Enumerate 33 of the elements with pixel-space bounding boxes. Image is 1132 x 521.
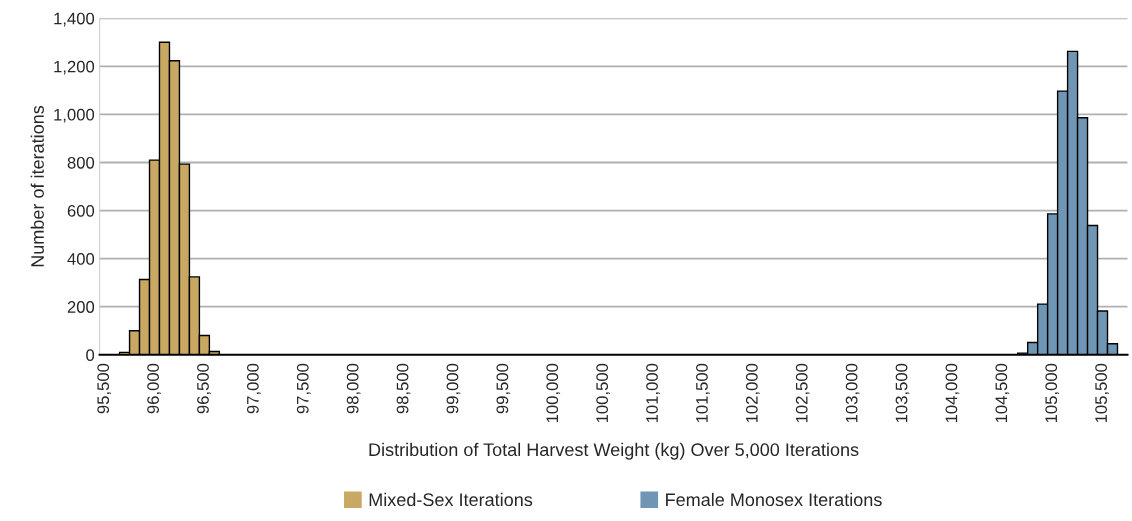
- x-tick-label: 104,500: [995, 363, 1010, 423]
- x-tick-label: 100,500: [596, 363, 611, 423]
- x-tick-label: 101,500: [696, 363, 710, 423]
- x-tick-label: 105,000: [1045, 363, 1060, 423]
- x-tick-label: 103,000: [845, 363, 860, 423]
- y-tick-label: 200: [67, 301, 95, 313]
- y-tick-label: 0: [86, 349, 95, 361]
- legend-label: Female Monosex Iterations: [666, 492, 882, 507]
- x-tick-label: 96,000: [147, 363, 161, 414]
- y-tick-label: 600: [67, 204, 95, 217]
- x-tick-label: 104,000: [945, 363, 960, 423]
- x-tick-label: 103,500: [895, 363, 910, 423]
- y-tick-label: 400: [67, 253, 95, 265]
- legend-label: Mixed-Sex Iterations: [369, 492, 533, 507]
- x-axis-title: Distribution of Total Harvest Weight (kg) Over 5,000 Iterations: [369, 442, 859, 460]
- x-tick-label: 96,500: [197, 363, 211, 414]
- x-tick-label: 99,500: [496, 363, 511, 414]
- x-tick-label: 98,500: [396, 363, 411, 414]
- x-tick-label: 98,000: [346, 363, 361, 414]
- y-tick-label: 1,200: [54, 60, 95, 75]
- y-tick-label: 800: [67, 156, 95, 169]
- x-tick-label: 102,500: [795, 363, 810, 423]
- y-axis-title: Number of iterations: [30, 105, 44, 267]
- x-tick-label: 105,500: [1095, 363, 1109, 423]
- x-tick-label: 102,000: [745, 363, 760, 423]
- x-tick-label: 100,000: [546, 363, 561, 423]
- x-tick-label: 99,000: [446, 363, 461, 414]
- x-tick-label: 97,000: [246, 363, 261, 414]
- x-tick-label: 101,000: [646, 363, 660, 423]
- y-tick-label: 1,000: [54, 108, 95, 123]
- x-tick-label: 95,500: [97, 363, 112, 414]
- x-tick-label: 97,500: [296, 363, 311, 414]
- y-tick-label: 1,400: [54, 12, 95, 27]
